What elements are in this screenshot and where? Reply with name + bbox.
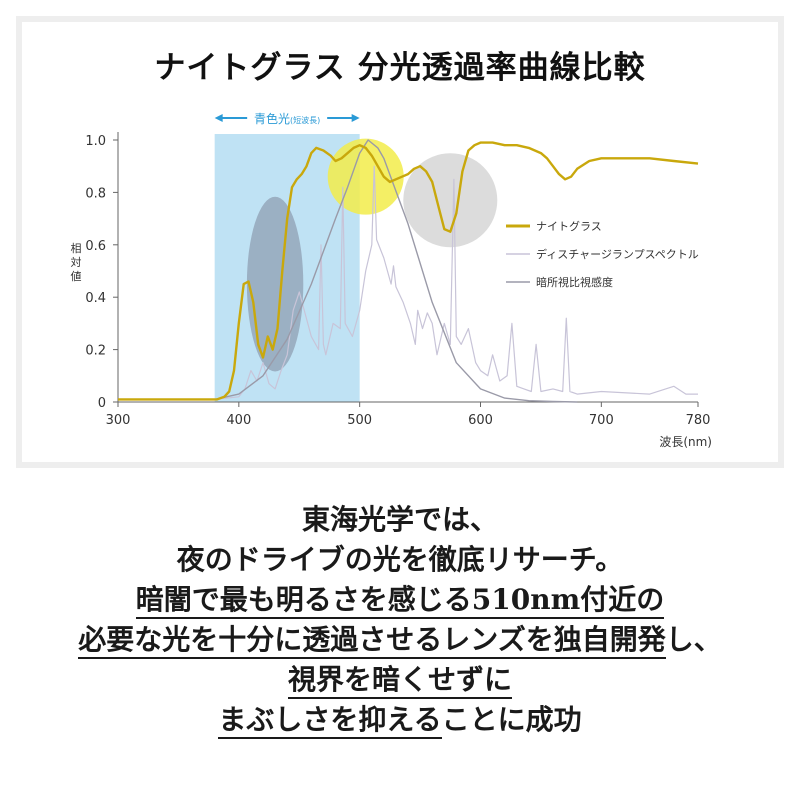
caption-line-5-underlined: 視界を暗くせずに [287,663,512,699]
y-tick-label: 0.4 [85,291,106,306]
band-arrow-left-head [214,114,223,122]
x-tick-label: 400 [226,413,251,428]
highlight-circle [327,138,404,215]
caption-line-2: 夜のドライブの光を徹底リサーチ。 [176,543,624,576]
y-tick-label: 1.0 [85,134,106,149]
x-tick-label: 600 [468,413,493,428]
caption: 東海光学では、 夜のドライブの光を徹底リサーチ。 暗闇で最も明るさを感じる510… [0,500,800,740]
chart-frame: ナイトグラス 分光透過率曲線比較 青色光(短波長) 0 0.2 0.4 0.6 0.8 1.… [16,16,784,468]
caption-line-3: 暗闇で最も明るさを感じる510nm付近の [0,580,800,620]
band-label-sub: (短波長) [290,115,320,125]
chart-title: ナイトグラス 分光透過率曲線比較 [154,50,646,86]
y-tick-label: 0.2 [85,344,106,359]
caption-line-4: 必要な光を十分に透過させるレンズを独自開発し、 [0,620,800,660]
y-axis-label: 相対値 [71,242,82,283]
spectral-chart: 青色光(短波長) 0 0.2 0.4 0.6 0.8 1.0 300 400 500 600 700 7… [71,109,712,449]
band-label-bg [247,109,328,127]
caption-line-4-underlined: 必要な光を十分に透過させるレンズを独自開発 [78,623,666,659]
series-line [214,139,578,403]
x-tick-label: 700 [589,413,614,428]
caption-line-6: まぶしさを抑えることに成功 [0,700,800,740]
x-tick-label: 300 [106,413,131,428]
caption-line-6-underlined: まぶしさを抑える [218,703,442,739]
caption-line-3-underlined: 暗闇で最も明るさを感じる510nm付近の [135,583,665,619]
y-axis-label-char: 対 [71,255,82,269]
x-tick-label: 500 [347,413,372,428]
y-tick-label: 0.6 [85,239,106,254]
legend-label: ディスチャージランプスペクトル [536,247,699,261]
chart-panel: ナイトグラス 分光透過率曲線比較 青色光(短波長) 0 0.2 0.4 0.6 0.8 1.… [22,22,778,462]
x-axis-label: 波長(nm) [659,435,712,449]
highlight-circle [403,153,498,248]
band-label-main: 青色光 [254,112,290,126]
caption-line-4-tail: し、 [665,623,722,656]
y-axis-label-char: 値 [71,270,82,283]
legend-label: ナイトグラス [536,219,602,233]
caption-line-5: 視界を暗くせずに [0,660,800,700]
series-line [118,165,698,400]
series-line [118,141,699,401]
caption-line-1: 東海光学では、 [301,503,498,536]
band-arrow-right-head [351,114,360,122]
band-label: 青色光(短波長) [254,112,320,126]
caption-line-6-tail: ことに成功 [441,703,582,736]
y-axis-label-char: 相 [71,242,82,255]
y-tick-label: 0.8 [85,186,106,201]
y-tick-label: 0 [98,396,106,411]
highlight-circle [246,196,304,372]
legend-label: 暗所視比視感度 [536,275,613,289]
x-tick-label: 780 [686,413,711,428]
